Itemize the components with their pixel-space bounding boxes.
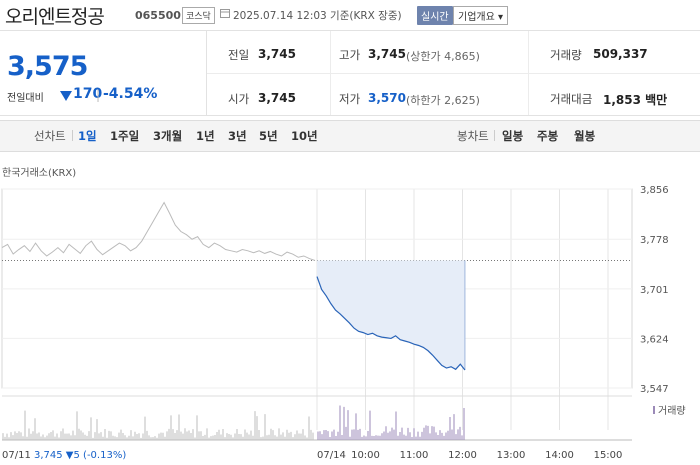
x-tick-label: 12:00 xyxy=(448,450,477,461)
high-label: 고가 xyxy=(339,48,361,62)
tab-candle-2[interactable]: 월봉 xyxy=(574,129,596,143)
down-arrow-icon xyxy=(60,91,72,101)
tab-candle-1[interactable]: 주봉 xyxy=(537,129,559,143)
high-value: 3,745 xyxy=(368,47,406,61)
prev-day-summary: 3,745 ▼5 (-0.13%) xyxy=(34,450,126,461)
tab-line-6[interactable]: 10년 xyxy=(291,129,318,143)
quote-col-divider xyxy=(330,31,331,115)
tab-line-0[interactable]: 1일 xyxy=(78,129,97,143)
market-badge: 코스닥 xyxy=(182,7,215,24)
x-tick-label: 10:00 xyxy=(351,450,380,461)
stock-name: 오리엔트정공 xyxy=(5,6,105,28)
tab-line-2[interactable]: 3개월 xyxy=(153,129,183,143)
tab-line-4[interactable]: 3년 xyxy=(228,129,247,143)
y-tick-label: 3,547 xyxy=(640,384,669,395)
low-label: 저가 xyxy=(339,92,361,106)
open-value: 3,745 xyxy=(258,91,296,105)
open-label: 시가 xyxy=(228,92,250,106)
x-tick-label: 07/14 xyxy=(317,450,346,461)
tab-candle-0[interactable]: 일봉 xyxy=(502,129,524,143)
update-datetime: 2025.07.14 12:03 기준(KRX 장중) xyxy=(233,10,402,22)
high-limit: (상한가 4,865) xyxy=(406,50,480,63)
tab-line-5[interactable]: 5년 xyxy=(259,129,278,143)
prev-close-label: 전일 xyxy=(228,48,250,62)
candle-chart-label: 봉차트 xyxy=(457,129,489,143)
stock-code: 065500 xyxy=(135,9,181,22)
volume-legend: 거래량 xyxy=(658,405,686,417)
current-price: 3,575 xyxy=(7,51,88,82)
low-value: 3,570 xyxy=(368,91,406,105)
volume-legend-swatch xyxy=(653,406,655,414)
x-tick-label: 14:00 xyxy=(545,450,574,461)
quote-row-divider xyxy=(207,73,700,74)
diff-amount: 170 xyxy=(73,86,103,102)
tab-line-3[interactable]: 1년 xyxy=(196,129,215,143)
amount-value: 1,853 백만 xyxy=(603,93,668,107)
today-price-line xyxy=(316,276,466,371)
volume-label: 거래량 xyxy=(550,48,582,62)
quote-col-divider xyxy=(528,31,529,115)
chart-tab-bar xyxy=(0,120,700,152)
prev-day-date: 07/11 xyxy=(2,450,31,461)
x-tick-label: 15:00 xyxy=(594,450,623,461)
low-limit: (하한가 2,625) xyxy=(406,94,480,107)
realtime-button[interactable]: 실시간 xyxy=(417,6,453,25)
price-box xyxy=(0,31,207,115)
prev-close-value: 3,745 xyxy=(258,47,296,61)
tab-separator xyxy=(72,130,73,141)
x-tick-label: 11:00 xyxy=(400,450,429,461)
header-divider xyxy=(0,30,700,31)
diff-percent: -4.54% xyxy=(103,86,158,102)
tab-line-1[interactable]: 1주일 xyxy=(110,129,140,143)
tab-separator xyxy=(494,130,495,141)
x-tick-label: 13:00 xyxy=(497,450,526,461)
diff-label: 전일대비 xyxy=(7,93,44,104)
quote-box-border xyxy=(0,115,700,116)
y-tick-label: 3,856 xyxy=(640,185,669,196)
diff-separator: | xyxy=(96,88,101,102)
prev-day-line xyxy=(1,201,316,261)
y-tick-label: 3,778 xyxy=(640,235,669,246)
intraday-chart[interactable]: 3,856 3,778 3,701 3,624 3,547 거래량 07/11 3,745 ▼… xyxy=(0,178,700,465)
calendar-icon xyxy=(220,9,230,18)
company-info-dropdown[interactable]: 기업개요 ▾ xyxy=(453,6,508,25)
y-tick-label: 3,701 xyxy=(640,285,669,296)
volume-value: 509,337 xyxy=(593,47,648,61)
amount-label: 거래대금 xyxy=(550,92,593,106)
y-tick-label: 3,624 xyxy=(640,334,669,345)
today-drop-area xyxy=(317,260,465,370)
chart-source-label: 한국거래소(KRX) xyxy=(2,168,77,179)
line-chart-label: 선차트 xyxy=(34,129,66,143)
